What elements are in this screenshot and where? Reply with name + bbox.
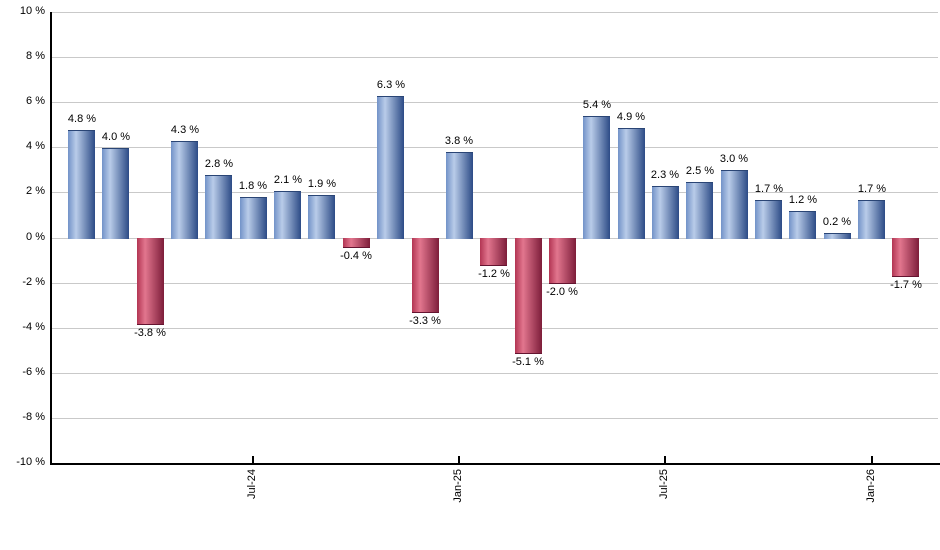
x-axis-tick-label: Jan-26 (865, 469, 877, 503)
bar-positive (171, 141, 198, 239)
bar-value-label: 4.9 % (616, 111, 646, 123)
bar-positive (789, 211, 816, 239)
gridline (50, 328, 938, 329)
gridline (50, 373, 938, 374)
bar-value-label: 4.8 % (67, 113, 97, 125)
bar-value-label: -5.1 % (512, 356, 544, 368)
bar-value-label: 2.3 % (650, 169, 680, 181)
x-axis-tick-label: Jul-24 (246, 469, 258, 499)
bar-negative (412, 238, 439, 313)
bar-value-label: -1.2 % (478, 268, 510, 280)
bar-negative (515, 238, 542, 354)
gridline (50, 418, 938, 419)
gridline (50, 192, 938, 193)
x-axis-tick-label: Jul-25 (658, 469, 670, 499)
y-axis-tick-label: 10 % (19, 5, 45, 17)
y-axis-tick-label: 6 % (26, 95, 45, 107)
bar-value-label: 3.0 % (719, 153, 749, 165)
bar-value-label: 2.8 % (204, 158, 234, 170)
gridline (50, 147, 938, 148)
x-axis-tick (458, 456, 460, 463)
bar-value-label: 6.3 % (376, 79, 406, 91)
gridline (50, 12, 938, 13)
bar-value-label: -1.7 % (890, 279, 922, 291)
x-axis-tick (252, 456, 254, 463)
y-axis-tick-label: 0 % (26, 231, 45, 243)
bar-positive (824, 233, 851, 239)
x-axis-tick-label: Jan-25 (452, 469, 464, 503)
bar-value-label: -0.4 % (340, 250, 372, 262)
bar-negative (480, 238, 507, 266)
bar-value-label: 4.0 % (101, 131, 131, 143)
bar-value-label: 1.8 % (238, 180, 268, 192)
x-axis-tick (664, 456, 666, 463)
y-axis-tick-label: 8 % (26, 50, 45, 62)
bar-positive (446, 152, 473, 239)
bar-negative (137, 238, 164, 325)
bar-positive (205, 175, 232, 239)
bar-positive (755, 200, 782, 239)
bar-positive (274, 191, 301, 239)
x-axis-line (50, 463, 940, 465)
bar-value-label: 3.8 % (444, 135, 474, 147)
bar-positive (721, 170, 748, 239)
bar-value-label: -2.0 % (546, 286, 578, 298)
bar-value-label: 1.7 % (754, 183, 784, 195)
bar-value-label: 1.9 % (307, 178, 337, 190)
bar-value-label: 2.1 % (273, 174, 303, 186)
y-axis-tick-label: 2 % (26, 185, 45, 197)
bar-value-label: 5.4 % (582, 99, 612, 111)
bar-value-label: 1.2 % (788, 194, 818, 206)
bar-negative (892, 238, 919, 277)
bar-positive (240, 197, 267, 239)
gridline (50, 57, 938, 58)
bar-positive (858, 200, 885, 239)
bar-positive (68, 130, 95, 239)
y-axis-tick-label: -6 % (22, 366, 45, 378)
bar-value-label: 4.3 % (170, 124, 200, 136)
bar-positive (102, 148, 129, 239)
y-axis-tick-label: -2 % (22, 276, 45, 288)
bar-value-label: 0.2 % (822, 216, 852, 228)
bar-positive (308, 195, 335, 239)
y-axis-tick-label: -8 % (22, 411, 45, 423)
bar-positive (618, 128, 645, 239)
bar-negative (549, 238, 576, 284)
bar-negative (343, 238, 370, 248)
gridline (50, 283, 938, 284)
bar-value-label: -3.8 % (134, 327, 166, 339)
y-axis-line (50, 12, 52, 465)
bar-positive (583, 116, 610, 239)
bar-value-label: 2.5 % (685, 165, 715, 177)
bar-positive (686, 182, 713, 239)
bar-positive (652, 186, 679, 239)
bar-value-label: 1.7 % (857, 183, 887, 195)
y-axis-tick-label: -4 % (22, 321, 45, 333)
bar-value-label: -3.3 % (409, 315, 441, 327)
gridline (50, 102, 938, 103)
bar-positive (377, 96, 404, 239)
x-axis-tick (871, 456, 873, 463)
y-axis-tick-label: -10 % (16, 456, 45, 468)
y-axis-tick-label: 4 % (26, 140, 45, 152)
